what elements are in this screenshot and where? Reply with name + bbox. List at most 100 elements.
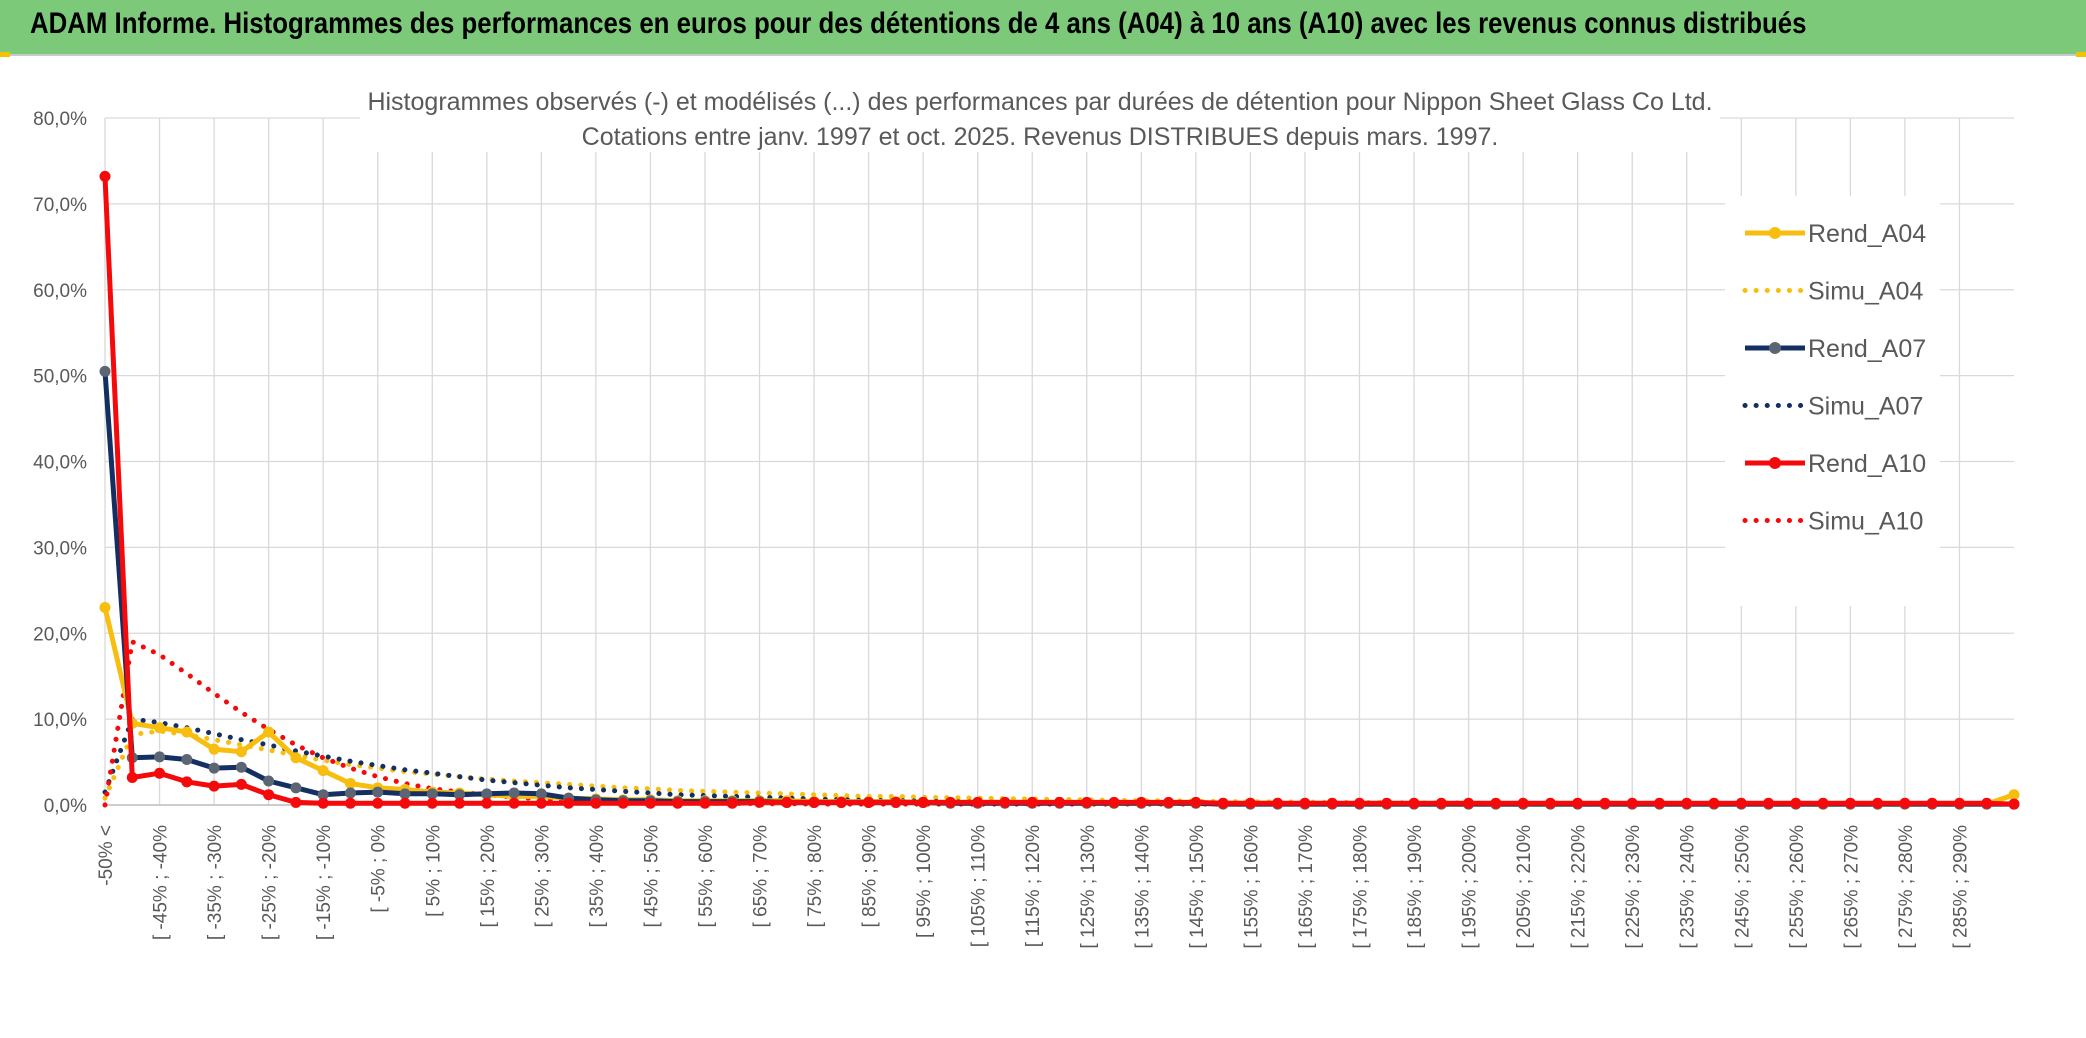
data-point xyxy=(1763,797,1775,809)
x-tick-label: [ 215% ; 220% xyxy=(1569,825,1590,949)
data-point xyxy=(1899,797,1911,809)
data-point xyxy=(181,726,193,738)
x-tick-label: [ 85% ; 90% xyxy=(860,825,881,928)
chart-title: Histogrammes observés (-) et modélisés (… xyxy=(367,88,1712,116)
x-tick-label: [ -35% ; -30% xyxy=(205,825,226,940)
data-point xyxy=(1081,796,1093,808)
data-point xyxy=(1790,797,1802,809)
y-tick-label: 50,0% xyxy=(33,367,87,388)
page-title: ADAM Informe. Histogrammes des performan… xyxy=(30,7,1807,40)
corner-mark-right xyxy=(2076,52,2086,57)
data-point xyxy=(508,787,520,799)
data-point xyxy=(263,789,275,801)
data-point xyxy=(1817,797,1829,809)
data-point xyxy=(317,765,329,777)
data-point xyxy=(263,775,275,787)
x-tick-label: [ -25% ; -20% xyxy=(260,825,281,940)
legend-item-Rend_A10: Rend_A10 xyxy=(1745,450,1926,478)
x-tick-label: [ 45% ; 50% xyxy=(641,825,662,928)
data-point xyxy=(617,797,629,809)
series-line xyxy=(102,606,2015,807)
x-tick-label: -50% < xyxy=(96,825,117,886)
data-point xyxy=(1408,797,1420,809)
data-point xyxy=(399,797,411,809)
x-tick-label: [ -15% ; -10% xyxy=(314,825,335,940)
legend-item-Simu_A07: Simu_A07 xyxy=(1742,393,1923,421)
data-point xyxy=(317,789,329,801)
data-point xyxy=(426,788,438,800)
x-tick-label: [ 105% ; 110% xyxy=(969,825,990,947)
data-point xyxy=(154,767,166,779)
data-point xyxy=(372,797,384,809)
x-tick-label: [ 135% ; 140% xyxy=(1132,825,1153,949)
data-point xyxy=(563,797,575,809)
x-tick-label: [ -5% ; 0% xyxy=(369,825,390,913)
data-point xyxy=(1272,797,1284,809)
data-point xyxy=(208,780,220,792)
data-point xyxy=(1681,797,1693,809)
data-point xyxy=(972,796,984,808)
data-point xyxy=(1299,797,1311,809)
data-point xyxy=(426,797,438,809)
chart-subtitle: Cotations entre janv. 1997 et oct. 2025.… xyxy=(582,123,1499,151)
data-point xyxy=(181,753,193,765)
x-tick-label: [ 65% ; 70% xyxy=(751,825,772,928)
data-point xyxy=(1599,797,1611,809)
data-point xyxy=(399,788,411,800)
legend-item-Rend_A07: Rend_A07 xyxy=(1745,335,1926,363)
legend-label: Rend_A04 xyxy=(1808,220,1926,248)
data-point xyxy=(2008,789,2020,801)
histogram-chart: 0,0% 10,0% 20,0% 30,0% 40,0% 50,0% 60,0% 70,0% 8… xyxy=(33,80,2020,949)
data-point xyxy=(890,796,902,808)
x-tick-label: [ 165% ; 170% xyxy=(1296,825,1317,949)
legend-marker xyxy=(1769,342,1781,354)
data-point xyxy=(535,797,547,809)
data-point xyxy=(290,782,302,794)
x-tick-label: [ 155% ; 160% xyxy=(1241,825,1262,949)
data-point xyxy=(835,796,847,808)
y-tick-label: 30,0% xyxy=(33,538,87,559)
x-tick-label: [ 115% ; 120% xyxy=(1023,825,1044,947)
data-point xyxy=(1844,797,1856,809)
data-point xyxy=(1217,797,1229,809)
data-point xyxy=(290,752,302,764)
data-point xyxy=(863,796,875,808)
x-tick-label: [ 175% ; 180% xyxy=(1350,825,1371,949)
data-point xyxy=(1054,796,1065,808)
x-tick-label: [ -45% ; -40% xyxy=(151,825,172,940)
data-point xyxy=(1108,796,1120,808)
data-point xyxy=(672,797,684,809)
data-point xyxy=(317,797,329,809)
x-tick-label: [ 75% ; 80% xyxy=(805,825,826,928)
data-point xyxy=(1326,797,1338,809)
data-point xyxy=(1872,797,1884,809)
data-point xyxy=(208,762,220,774)
data-point xyxy=(481,797,493,809)
series-layer xyxy=(99,170,2020,810)
x-tick-label: [ 15% ; 20% xyxy=(478,825,499,928)
data-point xyxy=(1544,797,1556,809)
data-point xyxy=(154,722,166,734)
x-tick-label: [ 225% ; 230% xyxy=(1623,825,1644,949)
x-tick-label: [ 255% ; 260% xyxy=(1787,825,1808,949)
legend-marker xyxy=(1769,457,1781,469)
x-tick-label: [ 245% ; 250% xyxy=(1732,825,1753,949)
x-tick-label: [ 5% ; 10% xyxy=(423,825,444,917)
legend-label: Simu_A04 xyxy=(1808,278,1923,306)
x-tick-label: [ 25% ; 30% xyxy=(532,825,553,928)
data-point xyxy=(808,796,820,808)
data-point xyxy=(99,601,111,613)
data-point xyxy=(2008,798,2020,810)
series-line xyxy=(102,638,2017,808)
data-point xyxy=(726,797,738,809)
x-tick-label: [ 95% ; 100% xyxy=(914,825,935,938)
x-tick-label: [ 55% ; 60% xyxy=(696,825,717,928)
data-point xyxy=(290,796,302,808)
data-point xyxy=(454,797,466,809)
grid-layer xyxy=(104,117,2014,806)
data-point xyxy=(154,751,166,763)
y-tick-label: 70,0% xyxy=(33,195,87,216)
legend-background xyxy=(1725,196,1940,606)
series-Rend_A10 xyxy=(99,170,2020,810)
data-point xyxy=(263,726,275,738)
